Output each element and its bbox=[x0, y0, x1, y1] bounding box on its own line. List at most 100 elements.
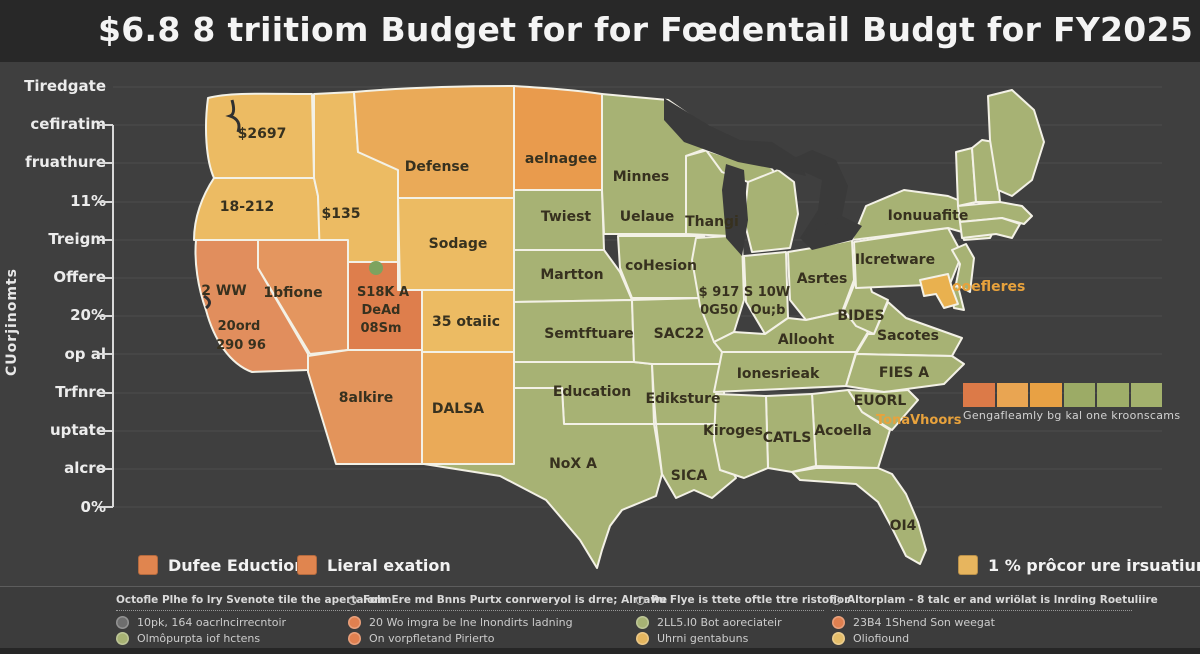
label-arkansas: Ediksture bbox=[645, 391, 720, 407]
y-tick-label: uptate bbox=[49, 421, 106, 439]
bullet-dot-icon bbox=[832, 616, 845, 629]
label-sc-callout: TonaVhoors bbox=[876, 413, 962, 428]
label-utah-2: DeAd bbox=[362, 303, 401, 318]
label-idaho: $135 bbox=[322, 206, 361, 222]
bullet-dot-icon bbox=[116, 616, 129, 629]
label-texas: NoX A bbox=[549, 456, 597, 472]
label-california-1: 2 WW bbox=[201, 283, 247, 299]
title-bar: $6.8 8 triitiom Budget for for Fœdentail… bbox=[0, 0, 1200, 62]
column-marker-icon bbox=[636, 595, 645, 605]
label-alabama: CATLS bbox=[763, 430, 812, 446]
label-indiana-1: S 10W bbox=[744, 285, 790, 300]
footer-bullet-row: 2LL5.I0 Bot aoreciateir bbox=[636, 616, 824, 629]
y-tick-label: alcro bbox=[64, 459, 106, 477]
label-south-carolina: EUORL bbox=[854, 393, 907, 409]
label-louisiana: SICA bbox=[671, 468, 708, 484]
label-kentucky: Allooht bbox=[778, 332, 835, 348]
label-minnesota: Minnes bbox=[613, 169, 670, 185]
footer-bullet-text: Olmôpurpta iof hctens bbox=[137, 632, 261, 645]
y-tick-label: op al bbox=[64, 345, 106, 363]
bullet-dot-icon bbox=[348, 632, 361, 645]
footer-bullet-text: On vorpfletand Pirierto bbox=[369, 632, 495, 645]
puget-sound-detail bbox=[225, 99, 241, 133]
footer-bullet-row: 10pk, 164 oacrlncirrecntoir bbox=[116, 616, 348, 629]
column-marker-icon bbox=[832, 595, 841, 605]
color-scale-segment bbox=[1030, 383, 1062, 407]
bullet-dot-icon bbox=[348, 616, 361, 629]
legend-label: Lieral exation bbox=[327, 555, 451, 575]
state-connecticut-ri[interactable] bbox=[959, 217, 1021, 239]
y-tick-label: Tiredgate bbox=[24, 77, 106, 95]
color-scale-bar bbox=[963, 383, 1162, 407]
legend-item[interactable]: Dufee Eduction bbox=[138, 555, 306, 575]
label-maryland-callout: ooefleres bbox=[952, 279, 1025, 295]
color-scale-segment bbox=[1063, 383, 1095, 407]
y-tick-label: fruathure bbox=[25, 153, 106, 171]
label-illinois-2: 0G50 bbox=[700, 303, 738, 318]
footer-bullet-text: Uhrni gentabuns bbox=[657, 632, 749, 645]
state-california[interactable] bbox=[194, 239, 309, 373]
footer-bullet-text: 10pk, 164 oacrlncirrecntoir bbox=[137, 616, 287, 629]
bullet-dot-icon bbox=[832, 632, 845, 645]
lake-michigan bbox=[722, 164, 748, 256]
footer-header-text: FolmEre md Bnns Purtx conrweryol is drre… bbox=[363, 594, 668, 606]
color-scale-caption: Gengafleamly bg kal one kroonscams bbox=[963, 409, 1181, 422]
footer-bullet-row: Oliofiound bbox=[832, 632, 1132, 645]
label-colorado: 35 otaiic bbox=[432, 314, 500, 330]
footer-bullet-row: Olmôpurpta iof hctens bbox=[116, 632, 348, 645]
label-missouri: SAC22 bbox=[654, 326, 705, 342]
label-north-dakota: aelnagee bbox=[525, 151, 597, 167]
state-maryland[interactable] bbox=[919, 273, 959, 309]
bullet-dot-icon bbox=[636, 632, 649, 645]
lake-huron bbox=[790, 150, 848, 240]
label-utah-3: 08Sm bbox=[361, 321, 402, 336]
footer-header: FolmEre md Bnns Purtx conrweryol is drre… bbox=[348, 594, 667, 611]
column-marker-icon bbox=[348, 595, 357, 605]
y-tick-label: Treigm bbox=[48, 230, 106, 248]
state-maine[interactable] bbox=[987, 89, 1045, 197]
label-mississippi: Kiroges bbox=[703, 423, 763, 439]
label-kansas: Semtftuare bbox=[544, 326, 633, 342]
bottom-edge-bar bbox=[0, 648, 1200, 654]
legend-label: 1 % prôcor ure irsuatiure bbox=[988, 555, 1200, 575]
footer-header: Altorplam - 8 talc er and wriölat is lnr… bbox=[832, 594, 1158, 611]
sf-bay-detail bbox=[203, 294, 211, 310]
color-scale-segment bbox=[1130, 383, 1162, 407]
lake-erie bbox=[800, 216, 862, 250]
state-michigan[interactable] bbox=[743, 169, 799, 253]
page-title: $6.8 8 triitiom Budget for for Fœdentail… bbox=[98, 10, 1194, 49]
lake-superior bbox=[664, 98, 806, 176]
label-new-mexico: DALSA bbox=[432, 401, 484, 417]
state-arizona[interactable] bbox=[307, 349, 423, 465]
state-new-jersey[interactable] bbox=[951, 243, 975, 293]
y-tick-label: Offere bbox=[53, 268, 106, 286]
label-ohio: Asrtes bbox=[797, 271, 848, 287]
y-tick-label: 0% bbox=[80, 498, 106, 516]
footer-column-3: Pu Flye is ttete oftle ttre ristofior 2L… bbox=[636, 594, 849, 648]
label-pennsylvania: Ilcretware bbox=[855, 252, 935, 268]
state-florida[interactable] bbox=[791, 467, 927, 565]
footer-bullet-text: 23B4 1Shend Son weegat bbox=[853, 616, 995, 629]
label-wyoming: Sodage bbox=[429, 236, 488, 252]
label-new-york: Ionuuafite bbox=[888, 208, 969, 224]
map-marker-dot bbox=[369, 261, 383, 275]
legend-item[interactable]: Lieral exation bbox=[297, 555, 451, 575]
state-north-dakota[interactable] bbox=[513, 85, 603, 191]
footer-bullet-row: On vorpfletand Pirierto bbox=[348, 632, 634, 645]
footer-bullet-row: 20 Wo imgra be lne lnondirts ladning bbox=[348, 616, 634, 629]
state-mississippi[interactable] bbox=[713, 393, 769, 479]
label-michigan: Thangi bbox=[685, 214, 739, 230]
label-florida: OI4 bbox=[890, 518, 917, 534]
legend-swatch bbox=[138, 555, 158, 575]
state-texas[interactable] bbox=[423, 387, 663, 569]
state-nebraska[interactable] bbox=[513, 249, 633, 303]
footer-header: Pu Flye is ttete oftle ttre ristofior bbox=[636, 594, 849, 611]
y-tick-label: Trfnre bbox=[55, 383, 106, 401]
footer-header-text: Pu Flye is ttete oftle ttre ristofior bbox=[651, 594, 850, 606]
footer-header-text: Altorplam - 8 talc er and wriölat is lnr… bbox=[847, 594, 1158, 606]
label-wisconsin: Uelaue bbox=[620, 209, 675, 225]
color-scale-segment bbox=[963, 383, 995, 407]
legend-item[interactable]: 1 % prôcor ure irsuatiure bbox=[958, 555, 1200, 575]
